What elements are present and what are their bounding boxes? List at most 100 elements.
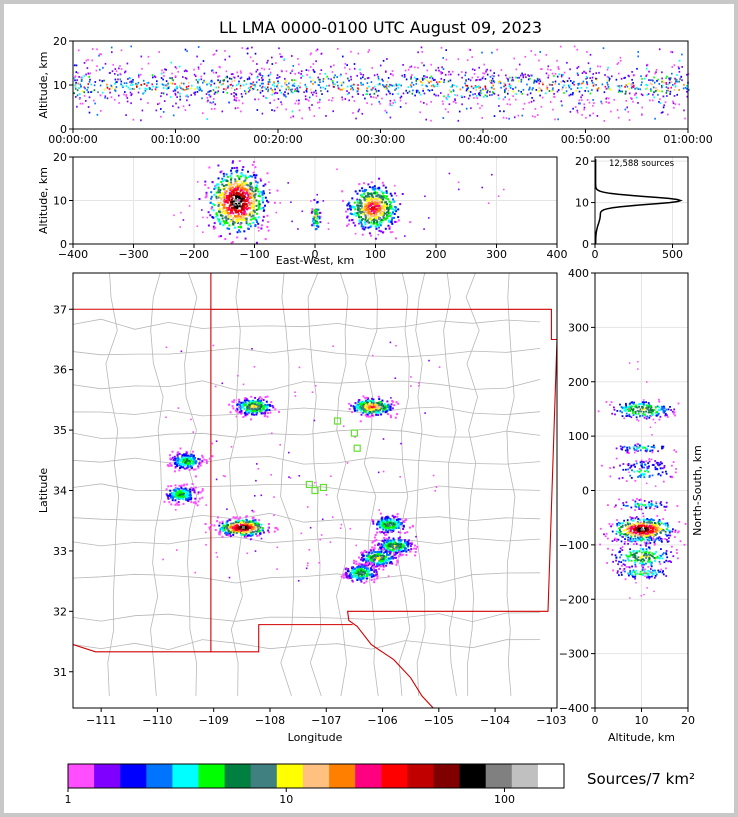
source-pixel bbox=[241, 213, 244, 216]
source-pixel bbox=[312, 93, 314, 96]
source-pixel bbox=[438, 81, 441, 83]
source-pixel bbox=[646, 84, 648, 87]
source-pixel bbox=[651, 83, 653, 86]
source-pixel bbox=[367, 559, 370, 562]
source-pixel bbox=[75, 71, 78, 73]
source-pixel bbox=[171, 450, 174, 453]
source-pixel bbox=[405, 542, 408, 545]
source-pixel bbox=[140, 119, 142, 122]
source-pixel bbox=[233, 187, 236, 190]
source-pixel bbox=[315, 60, 317, 63]
source-pixel bbox=[315, 95, 318, 98]
source-pixel bbox=[347, 93, 349, 96]
source-pixel bbox=[241, 183, 244, 186]
source-pixel bbox=[641, 81, 643, 84]
source-pixel bbox=[492, 84, 495, 87]
source-pixel bbox=[280, 91, 282, 94]
source-pixel bbox=[623, 77, 625, 79]
source-pixel bbox=[228, 194, 231, 197]
source-pixel bbox=[217, 177, 220, 180]
source-pixel bbox=[262, 399, 265, 401]
source-pixel bbox=[309, 109, 311, 111]
source-pixel bbox=[389, 204, 392, 207]
source-pixel bbox=[255, 410, 258, 413]
source-pixel bbox=[513, 57, 515, 60]
source-pixel bbox=[88, 76, 90, 78]
source-pixel bbox=[447, 80, 450, 83]
source-pixel bbox=[522, 75, 525, 78]
source-pixel bbox=[238, 229, 240, 232]
source-pixel bbox=[382, 408, 385, 411]
source-pixel bbox=[170, 503, 173, 506]
source-pixel bbox=[363, 410, 366, 413]
source-pixel bbox=[368, 210, 371, 213]
source-pixel bbox=[394, 192, 396, 195]
source-pixel bbox=[366, 407, 369, 410]
source-pixel bbox=[191, 463, 194, 466]
source-pixel bbox=[405, 547, 407, 550]
source-pixel bbox=[186, 70, 188, 73]
source-pixel bbox=[633, 74, 636, 77]
source-pixel bbox=[261, 112, 264, 115]
source-pixel bbox=[178, 503, 180, 506]
source-pixel bbox=[169, 82, 172, 85]
source-pixel bbox=[257, 207, 260, 210]
source-pixel bbox=[376, 563, 378, 566]
source-pixel bbox=[383, 403, 386, 406]
source-pixel bbox=[679, 78, 681, 80]
source-pixel bbox=[587, 62, 590, 65]
source-pixel bbox=[95, 69, 98, 72]
source-pixel bbox=[219, 191, 221, 194]
source-pixel bbox=[230, 214, 232, 217]
source-pixel bbox=[257, 203, 260, 206]
source-pixel bbox=[360, 201, 362, 204]
source-pixel bbox=[368, 412, 371, 415]
source-pixel bbox=[238, 195, 241, 198]
source-pixel bbox=[588, 101, 591, 104]
source-pixel bbox=[358, 408, 361, 411]
source-pixel bbox=[293, 79, 296, 81]
source-pixel bbox=[227, 218, 230, 220]
source-pixel bbox=[482, 89, 485, 92]
source-pixel bbox=[267, 523, 270, 525]
source-pixel bbox=[316, 201, 319, 203]
source-pixel bbox=[154, 76, 157, 79]
source-pixel bbox=[442, 68, 445, 70]
source-pixel bbox=[187, 457, 190, 460]
source-pixel bbox=[365, 557, 368, 560]
source-pixel bbox=[537, 114, 539, 116]
source-pixel bbox=[104, 95, 107, 98]
source-pixel bbox=[459, 88, 462, 91]
source-pixel bbox=[366, 102, 368, 104]
source-pixel bbox=[489, 94, 491, 97]
source-pixel bbox=[386, 214, 389, 217]
source-pixel bbox=[371, 67, 373, 69]
source-pixel bbox=[357, 406, 359, 409]
county-boundary bbox=[105, 273, 120, 696]
source-pixel bbox=[362, 395, 365, 398]
source-pixel bbox=[227, 197, 230, 200]
source-pixel bbox=[129, 88, 131, 91]
source-pixel bbox=[73, 77, 75, 80]
source-pixel bbox=[389, 539, 392, 542]
source-pixel bbox=[294, 88, 297, 91]
source-pixel bbox=[258, 79, 260, 81]
source-pixel bbox=[362, 76, 364, 79]
source-pixel bbox=[198, 462, 201, 465]
source-pixel bbox=[387, 553, 390, 556]
source-pixel bbox=[246, 208, 248, 210]
source-pixel bbox=[214, 103, 216, 106]
source-pixel bbox=[604, 85, 607, 88]
source-pixel bbox=[336, 76, 338, 78]
source-pixel bbox=[219, 208, 222, 211]
source-pixel bbox=[589, 77, 591, 79]
source-pixel bbox=[178, 464, 181, 467]
source-pixel bbox=[162, 78, 164, 81]
source-pixel bbox=[369, 411, 372, 413]
source-pixel bbox=[385, 84, 388, 86]
source-pixel bbox=[533, 79, 536, 82]
source-pixel bbox=[111, 51, 113, 54]
source-pixel bbox=[357, 88, 360, 91]
source-pixel bbox=[257, 190, 260, 193]
source-pixel bbox=[481, 104, 483, 107]
